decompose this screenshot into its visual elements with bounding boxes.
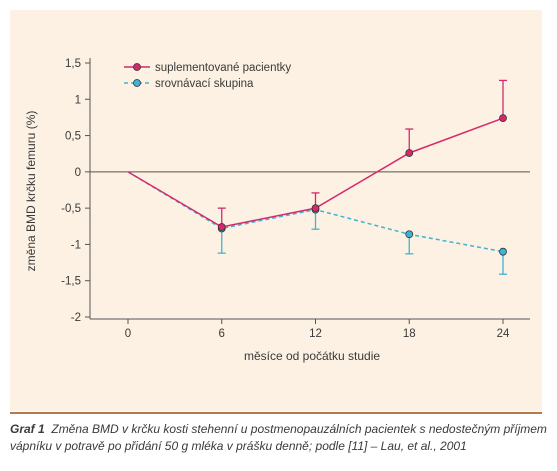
y-tick-label: 1,5 bbox=[65, 58, 81, 70]
legend-label: suplementované pacientky bbox=[155, 62, 291, 74]
x-tick-label: 18 bbox=[403, 328, 416, 340]
series-layer bbox=[127, 79, 507, 275]
y-tick-label: 0 bbox=[75, 167, 81, 179]
legend-marker bbox=[133, 63, 141, 71]
data-point bbox=[499, 247, 507, 256]
y-tick-label: -1,5 bbox=[61, 276, 81, 288]
figure-caption: Graf 1 Změna BMD v krčku kosti stehenní … bbox=[10, 421, 555, 455]
caption-text: Změna BMD v krčku kosti stehenní u postm… bbox=[10, 422, 547, 453]
y-tick-label: -2 bbox=[71, 312, 81, 324]
x-tick-label: 12 bbox=[309, 328, 322, 340]
data-point bbox=[405, 230, 414, 239]
x-tick-label: 0 bbox=[125, 328, 131, 340]
legend-marker bbox=[133, 79, 141, 87]
y-tick-label: 0,5 bbox=[65, 131, 81, 143]
x-tick-label: 24 bbox=[497, 328, 510, 340]
legend-label: srovnávací skupina bbox=[155, 78, 254, 90]
data-point bbox=[405, 149, 414, 157]
data-point bbox=[499, 114, 507, 123]
series-comparison bbox=[127, 171, 507, 275]
legend: suplementované pacientky srovnávací skupi… bbox=[124, 62, 291, 90]
y-tick-label: 1 bbox=[75, 94, 81, 106]
y-tick-label: -1 bbox=[71, 239, 81, 251]
caption-divider bbox=[10, 412, 542, 414]
data-point bbox=[217, 223, 226, 231]
y-axis-label: změna BMD krčku femuru (%) bbox=[24, 111, 38, 272]
tick-labels: -2 -1,5 -1 -0,5 0 0,5 1 1,5 0 6 12 18 24 bbox=[61, 58, 510, 340]
y-tick-label: -0,5 bbox=[61, 203, 81, 215]
x-axis-label: měsíce od počátku studie bbox=[244, 349, 380, 363]
axes bbox=[85, 58, 530, 324]
caption-label: Graf 1 bbox=[10, 422, 45, 436]
chart-panel bbox=[10, 10, 542, 411]
series-supplemented bbox=[127, 79, 507, 231]
data-point bbox=[311, 204, 320, 213]
x-tick-label: 6 bbox=[219, 328, 225, 340]
